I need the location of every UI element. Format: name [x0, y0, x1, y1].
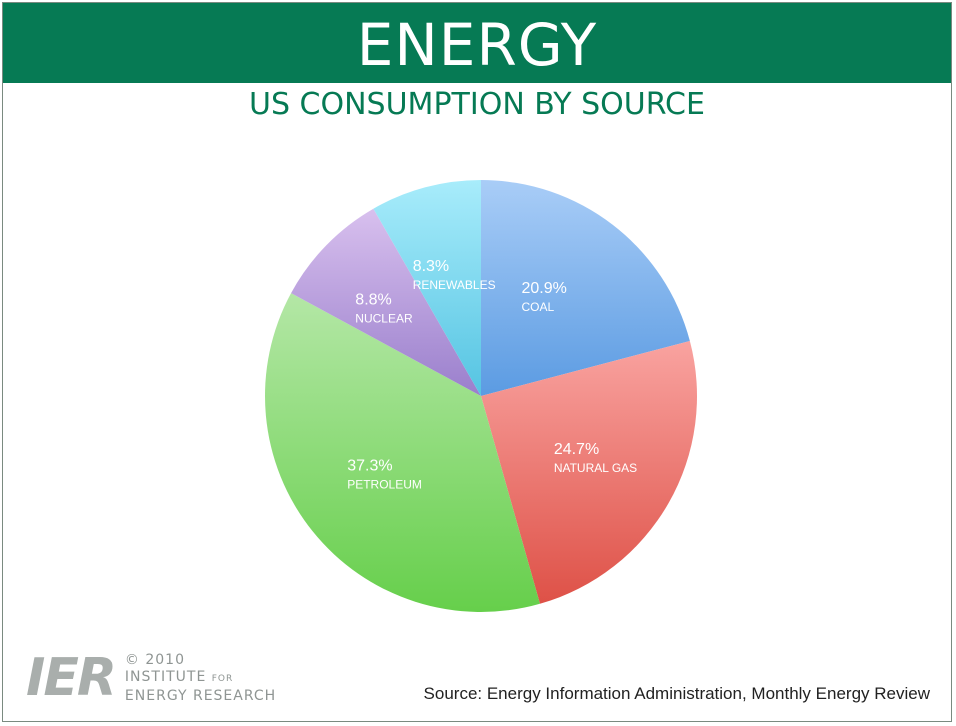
org-line-2: ENERGY RESEARCH	[124, 687, 277, 704]
slice-value-label: 24.7%	[554, 441, 599, 458]
page-title: ENERGY	[356, 11, 598, 79]
org-line-1: INSTITUTE FOR	[124, 668, 234, 685]
pie-slice-petroleum	[265, 293, 540, 612]
pie-slice-coal	[481, 180, 690, 396]
slice-category-label: PETROLEUM	[347, 477, 422, 491]
slice-value-label: 8.8%	[355, 292, 391, 309]
pie-slice-renewables	[373, 180, 481, 396]
source-note: Source: Energy Information Administratio…	[423, 684, 930, 703]
slice-value-label: 20.9%	[521, 280, 566, 297]
pie-slices	[265, 180, 697, 612]
copyright-text: © 2010	[124, 651, 186, 668]
logo-mark: IER	[26, 648, 117, 708]
slice-category-label: COAL	[521, 300, 554, 314]
slice-value-label: 37.3%	[347, 457, 392, 474]
slice-category-label: NUCLEAR	[355, 312, 413, 326]
slice-category-label: NATURAL GAS	[554, 461, 637, 475]
chart-subtitle: US CONSUMPTION BY SOURCE	[249, 87, 705, 122]
slice-value-label: 8.3%	[413, 258, 449, 275]
pie-slice-natural-gas	[481, 340, 697, 604]
ier-logo: IER © 2010 INSTITUTE FOR ENERGY RESEARCH	[26, 648, 276, 708]
logo-text: © 2010 INSTITUTE FOR ENERGY RESEARCH	[125, 652, 276, 705]
title-banner: ENERGY	[3, 3, 951, 83]
pie-labels: 20.9% COAL 24.7% NATURAL GAS 37.3% PETROLEUM 8…	[347, 258, 637, 491]
pie-slice-nuclear	[291, 208, 481, 396]
slice-category-label: RENEWABLES	[413, 278, 496, 292]
